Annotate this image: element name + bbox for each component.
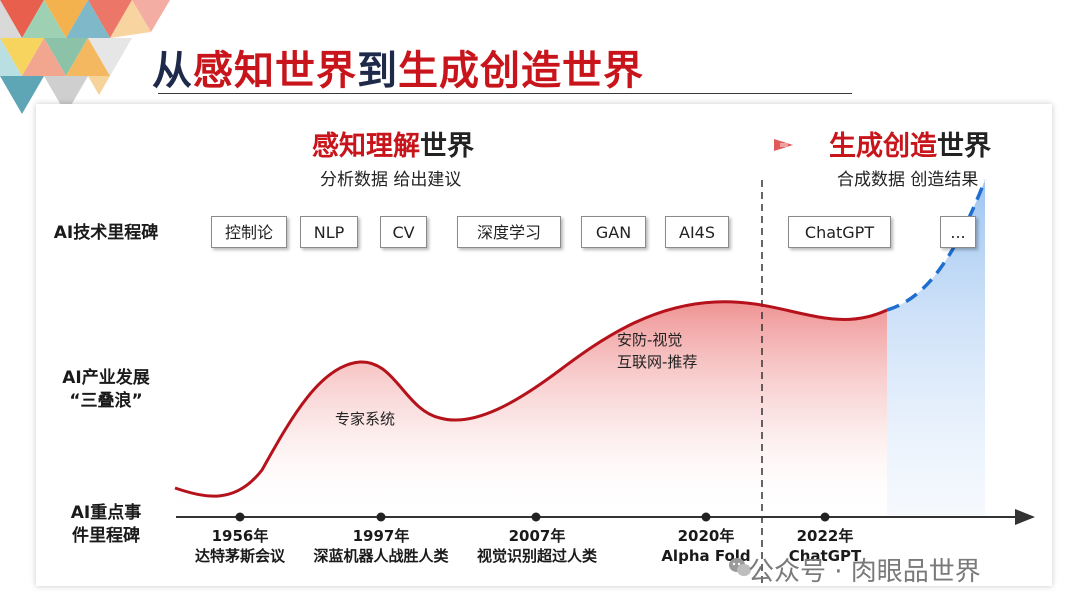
tech-box-chatgpt: ChatGPT — [788, 216, 891, 248]
tech-box-nlp: NLP — [300, 216, 358, 248]
event-desc: 视觉识别超过人类 — [476, 547, 598, 565]
wechat-icon — [729, 558, 751, 576]
event-year: 2020年 — [677, 527, 735, 545]
left-era-title-red: 感知理解 — [312, 131, 420, 162]
tech-box-deep-learning: 深度学习 — [457, 216, 561, 248]
event-desc: 深蓝机器人战胜人类 — [313, 547, 449, 565]
event-1956: 1956年 达特茅斯会议 — [195, 526, 285, 566]
right-era-title: 生成创造世界 — [829, 124, 991, 163]
event-dot-2020 — [701, 512, 711, 522]
wave-label-expert-systems: 专家系统 — [335, 410, 396, 428]
title-underline — [158, 93, 852, 94]
tech-box-cybernetics: 控制论 — [211, 216, 287, 248]
event-dot-1997 — [376, 512, 386, 522]
event-dot-1956 — [235, 512, 245, 522]
page-title: 从感知世界到生成创造世界 — [152, 38, 644, 96]
title-part-to: 到 — [357, 48, 398, 94]
left-era-subtitle: 分析数据 给出建议 — [320, 170, 462, 190]
right-era-title-red: 生成创造 — [829, 131, 937, 162]
title-part-from: 从 — [152, 48, 193, 94]
tech-box-cv: CV — [380, 216, 427, 248]
watermark-text: 公众号 · 肉眼品世界 — [748, 557, 981, 587]
tech-box-more: ... — [940, 216, 976, 248]
tech-box-ai4s: AI4S — [665, 216, 729, 248]
industry-row-label-line1: AI产业发展 — [62, 368, 150, 388]
future-trend-curve — [886, 179, 987, 312]
three-waves-curve — [174, 300, 888, 498]
wave-area-fill — [175, 301, 887, 515]
events-row-label-line2: 件里程碑 — [72, 526, 140, 546]
event-year: 2022年 — [796, 527, 854, 545]
event-year: 1956年 — [211, 527, 269, 545]
event-desc: ChatGPT — [788, 547, 862, 565]
era-arrow-tail — [780, 143, 788, 147]
event-dot-2007 — [531, 512, 541, 522]
event-year: 2007年 — [508, 527, 566, 545]
right-era-title-dark: 世界 — [937, 131, 991, 162]
event-2020: 2020年 Alpha Fold — [661, 526, 750, 566]
event-desc: Alpha Fold — [661, 547, 751, 565]
tech-box-gan: GAN — [581, 216, 646, 248]
future-area-fill — [887, 180, 985, 515]
right-era-subtitle: 合成数据 创造结果 — [837, 170, 979, 190]
event-dot-2022 — [820, 512, 830, 522]
event-desc: 达特茅斯会议 — [194, 547, 286, 565]
events-row-label-line1: AI重点事 — [70, 503, 142, 523]
event-2007: 2007年 视觉识别超过人类 — [477, 526, 597, 566]
title-part-generate: 生成创造世界 — [398, 48, 644, 94]
title-part-perceive: 感知世界 — [193, 48, 357, 94]
wave-label-internet-recommendation: 互联网-推荐 — [617, 353, 698, 371]
tech-milestone-row-label: AI技术里程碑 — [53, 223, 159, 243]
event-year: 1997年 — [352, 527, 410, 545]
event-2022: 2022年 ChatGPT — [789, 526, 862, 566]
industry-row-label-line2: “三叠浪” — [69, 391, 143, 411]
industry-row-label: AI产业发展 “三叠浪” — [47, 367, 165, 413]
left-era-title: 感知理解世界 — [312, 124, 474, 163]
wave-label-vision-recommendation: 安防-视觉 互联网-推荐 — [617, 329, 697, 373]
corner-decoration — [0, 0, 170, 114]
wave-label-security-vision: 安防-视觉 — [617, 331, 683, 349]
left-era-title-dark: 世界 — [420, 131, 474, 162]
events-row-label: AI重点事 件里程碑 — [56, 502, 156, 548]
event-1997: 1997年 深蓝机器人战胜人类 — [313, 526, 448, 566]
